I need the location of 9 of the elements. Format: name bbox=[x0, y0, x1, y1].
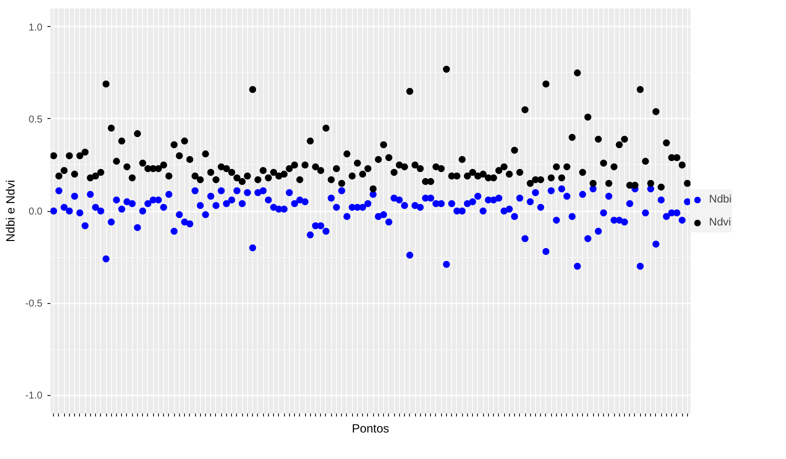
x-axis-title: Pontos bbox=[352, 422, 390, 436]
y-axis-title: Ndbi e Ndvi bbox=[3, 180, 18, 242]
y-tick-label: -1.0 bbox=[25, 390, 43, 402]
legend-label: Ndvi bbox=[709, 216, 732, 228]
y-tick-label: 1.0 bbox=[28, 22, 43, 34]
legend-label: Ndbi bbox=[709, 193, 732, 205]
y-tick-label: 0.5 bbox=[28, 114, 43, 126]
y-tick-label: -0.5 bbox=[25, 298, 43, 310]
y-tick-label: 0.0 bbox=[28, 206, 43, 218]
